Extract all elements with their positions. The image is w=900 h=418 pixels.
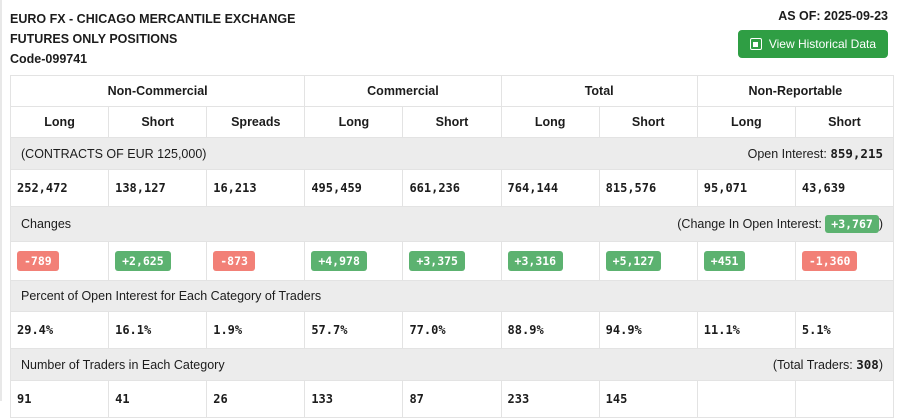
- col-header: Spreads: [206, 106, 306, 138]
- percent-row: 29.4% 16.1% 1.9% 57.7% 77.0% 88.9% 94.9%…: [9, 311, 895, 349]
- group-non-commercial: Non-Commercial: [9, 75, 306, 107]
- col-header: Long: [304, 106, 404, 138]
- open-interest-value: 859,215: [830, 146, 883, 161]
- change-badge: +2,625: [115, 251, 171, 271]
- percent-cell: 16.1%: [108, 311, 208, 349]
- position-cell: 495,459: [304, 169, 404, 207]
- traders-band-row: Number of Traders in Each Category (Tota…: [10, 348, 894, 381]
- traders-cell: 91: [9, 380, 110, 418]
- position-cell: 43,639: [794, 169, 895, 207]
- percent-cell: 5.1%: [794, 311, 895, 349]
- contracts-label: (CONTRACTS OF EUR 125,000): [21, 146, 207, 161]
- percent-cell: 1.9%: [206, 311, 306, 349]
- total-traders: (Total Traders: 308): [773, 357, 883, 372]
- group-non-reportable: Non-Reportable: [696, 75, 895, 107]
- percent-cell: 77.0%: [402, 311, 502, 349]
- change-in-open-interest: (Change In Open Interest: +3,767): [677, 215, 883, 233]
- traders-cell: 233: [500, 380, 600, 418]
- percent-band-row: Percent of Open Interest for Each Catego…: [10, 280, 894, 312]
- percent-cell: 94.9%: [598, 311, 698, 349]
- percent-label: Percent of Open Interest for Each Catego…: [21, 289, 322, 303]
- open-interest: Open Interest: 859,215: [748, 146, 883, 161]
- percent-cell: 29.4%: [9, 311, 110, 349]
- total-traders-suffix: ): [878, 358, 883, 372]
- position-cell: 661,236: [402, 169, 502, 207]
- percent-cell: 57.7%: [304, 311, 404, 349]
- changes-row: -789 +2,625 -873 +4,978 +3,375 +3,316 +5…: [9, 241, 895, 281]
- view-historical-data-label: View Historical Data: [768, 37, 876, 51]
- position-cell: 764,144: [500, 169, 600, 207]
- percent-cell: 88.9%: [500, 311, 600, 349]
- total-traders-value: 308: [856, 357, 879, 372]
- col-header: Short: [598, 106, 698, 138]
- change-oi-prefix: (Change In Open Interest:: [677, 217, 822, 231]
- col-header: Long: [696, 106, 796, 138]
- total-traders-prefix: (Total Traders:: [772, 358, 853, 372]
- col-header: Short: [402, 106, 502, 138]
- contracts-band-row: (CONTRACTS OF EUR 125,000) Open Interest…: [10, 137, 894, 170]
- change-badge: -873: [213, 251, 255, 271]
- group-commercial: Commercial: [304, 75, 502, 107]
- change-oi-suffix: ): [878, 217, 883, 231]
- percent-cell: 11.1%: [696, 311, 796, 349]
- col-header: Short: [108, 106, 208, 138]
- traders-cell: 41: [108, 380, 208, 418]
- report-code: Code-099741: [10, 52, 88, 66]
- cot-table: Non-Commercial Commercial Total Non-Repo…: [9, 75, 895, 418]
- change-badge: +451: [703, 251, 746, 271]
- traders-cell: 26: [206, 380, 306, 418]
- change-badge: +4,978: [311, 251, 367, 271]
- traders-label: Number of Traders in Each Category: [21, 357, 225, 372]
- col-header: Short: [794, 106, 895, 138]
- traders-cell: 133: [304, 380, 404, 418]
- report-title-line2: FUTURES ONLY POSITIONS: [10, 32, 178, 46]
- group-header-row: Non-Commercial Commercial Total Non-Repo…: [9, 75, 895, 107]
- change-badge: +5,127: [605, 251, 662, 271]
- column-header-row: Long Short Spreads Long Short Long Short…: [9, 106, 895, 138]
- change-badge: -1,360: [801, 251, 858, 271]
- top-bar: EURO FX - CHICAGO MERCANTILE EXCHANGE FU…: [2, 0, 900, 75]
- traders-cell: 87: [402, 380, 502, 418]
- col-header: Long: [9, 106, 110, 138]
- view-historical-data-button[interactable]: View Historical Data: [737, 30, 888, 58]
- traders-row: 91 41 26 133 87 233 145: [9, 380, 895, 418]
- position-cell: 16,213: [206, 169, 306, 207]
- traders-cell: 145: [598, 380, 698, 418]
- position-cell: 138,127: [108, 169, 208, 207]
- as-of-date: AS OF: 2025-09-23: [778, 9, 888, 23]
- external-window-icon: [749, 38, 762, 50]
- group-total: Total: [500, 75, 698, 107]
- traders-cell: [696, 380, 796, 418]
- positions-row: 252,472 138,127 16,213 495,459 661,236 7…: [9, 169, 895, 207]
- change-badge: +3,316: [507, 251, 564, 271]
- change-badge: -789: [17, 251, 59, 271]
- open-interest-label: Open Interest:: [747, 147, 827, 161]
- traders-cell: [794, 380, 895, 418]
- changes-label: Changes: [21, 217, 72, 231]
- position-cell: 95,071: [696, 169, 796, 207]
- changes-band-row: Changes (Change In Open Interest: +3,767…: [10, 206, 894, 242]
- change-oi-badge: +3,767: [825, 215, 879, 233]
- change-badge: +3,375: [409, 251, 465, 271]
- top-right: AS OF: 2025-09-23 View Historical Data: [737, 9, 888, 58]
- col-header: Long: [500, 106, 600, 138]
- position-cell: 815,576: [598, 169, 698, 207]
- report-title-line1: EURO FX - CHICAGO MERCANTILE EXCHANGE: [10, 12, 296, 26]
- position-cell: 252,472: [9, 169, 110, 207]
- report-titles: EURO FX - CHICAGO MERCANTILE EXCHANGE FU…: [10, 9, 295, 69]
